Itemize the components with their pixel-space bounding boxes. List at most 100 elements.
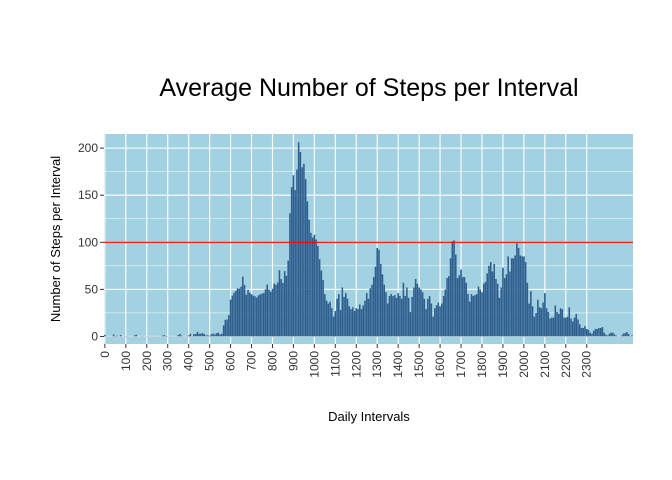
- bar: [331, 308, 333, 337]
- x-tick-label: 300: [161, 351, 175, 371]
- bar: [516, 243, 518, 337]
- bar: [406, 287, 408, 337]
- bar: [289, 213, 291, 337]
- bar: [559, 308, 562, 337]
- bar: [472, 295, 475, 337]
- bar: [207, 335, 209, 337]
- bar: [580, 327, 583, 337]
- x-tick-label: 1300: [370, 351, 384, 378]
- bar: [376, 247, 379, 337]
- bar: [338, 294, 340, 337]
- bar: [461, 277, 464, 337]
- bar: [558, 313, 560, 337]
- bar: [458, 275, 461, 337]
- bar: [547, 311, 550, 337]
- bar: [135, 334, 138, 337]
- bar: [236, 288, 239, 337]
- bar: [601, 327, 604, 337]
- bar: [385, 292, 387, 337]
- bar: [598, 327, 600, 337]
- bar: [334, 311, 337, 337]
- bar: [296, 169, 298, 337]
- bar: [468, 301, 471, 337]
- bar: [224, 319, 227, 337]
- bar: [388, 295, 391, 337]
- bar: [568, 307, 571, 337]
- bar: [226, 319, 228, 337]
- bar: [475, 294, 478, 337]
- bar: [311, 237, 314, 337]
- bar: [324, 294, 326, 337]
- bar: [502, 267, 504, 337]
- bar: [552, 317, 555, 337]
- bar: [320, 270, 323, 337]
- bar: [566, 316, 569, 337]
- bar: [503, 278, 506, 337]
- bar: [303, 163, 305, 337]
- y-tick-label: 150: [78, 188, 98, 202]
- bar: [268, 289, 270, 337]
- bar: [626, 332, 628, 337]
- bar: [465, 282, 468, 337]
- bar: [615, 335, 618, 337]
- bar: [507, 256, 509, 337]
- bar: [217, 332, 220, 337]
- bar: [372, 277, 375, 337]
- bar: [489, 262, 492, 337]
- bar: [240, 286, 242, 337]
- x-axis-label: Daily Intervals: [328, 409, 410, 424]
- bar: [631, 335, 633, 337]
- bar: [229, 299, 232, 337]
- bar: [358, 304, 361, 337]
- bar: [228, 315, 230, 337]
- bar: [104, 334, 106, 337]
- bar: [264, 289, 267, 337]
- bar: [531, 306, 534, 337]
- bar: [606, 335, 609, 337]
- bar: [627, 334, 630, 337]
- bar: [329, 301, 331, 337]
- x-tick-label: 0: [98, 351, 112, 358]
- x-tick-label: 1600: [433, 351, 447, 378]
- bar: [325, 300, 328, 337]
- bar: [360, 309, 363, 337]
- bar: [418, 287, 420, 337]
- bar: [594, 328, 597, 337]
- bar: [339, 310, 342, 337]
- bar: [214, 334, 216, 337]
- bar: [596, 328, 598, 337]
- x-tick-label: 2100: [538, 351, 552, 378]
- bar: [304, 179, 307, 337]
- x-tick-label: 1100: [328, 351, 342, 377]
- bar: [215, 333, 218, 337]
- bar: [434, 308, 436, 337]
- x-tick-label: 200: [140, 351, 154, 371]
- bar: [280, 279, 282, 337]
- bar: [413, 287, 415, 337]
- bar: [446, 278, 448, 337]
- bar: [456, 278, 459, 337]
- bar: [474, 295, 476, 337]
- bar: [290, 187, 293, 337]
- bar: [352, 307, 354, 337]
- bar: [254, 296, 256, 337]
- bar: [219, 334, 221, 337]
- bar: [193, 334, 195, 337]
- bar: [432, 316, 434, 337]
- bar: [355, 308, 358, 337]
- bar: [177, 335, 179, 337]
- bar: [393, 295, 396, 337]
- bar: [310, 232, 312, 337]
- x-axis: 0 100 200 300 400 500 600 700 800 900 1000 1100 1200…: [98, 344, 594, 378]
- bar: [243, 284, 246, 337]
- bar: [301, 167, 303, 337]
- bar: [269, 291, 272, 337]
- bar: [521, 256, 523, 337]
- bar: [255, 297, 258, 337]
- bar: [496, 283, 499, 337]
- bar: [407, 297, 410, 337]
- bar: [346, 298, 349, 337]
- bar: [327, 303, 330, 337]
- bar: [538, 307, 541, 337]
- bar: [210, 334, 213, 337]
